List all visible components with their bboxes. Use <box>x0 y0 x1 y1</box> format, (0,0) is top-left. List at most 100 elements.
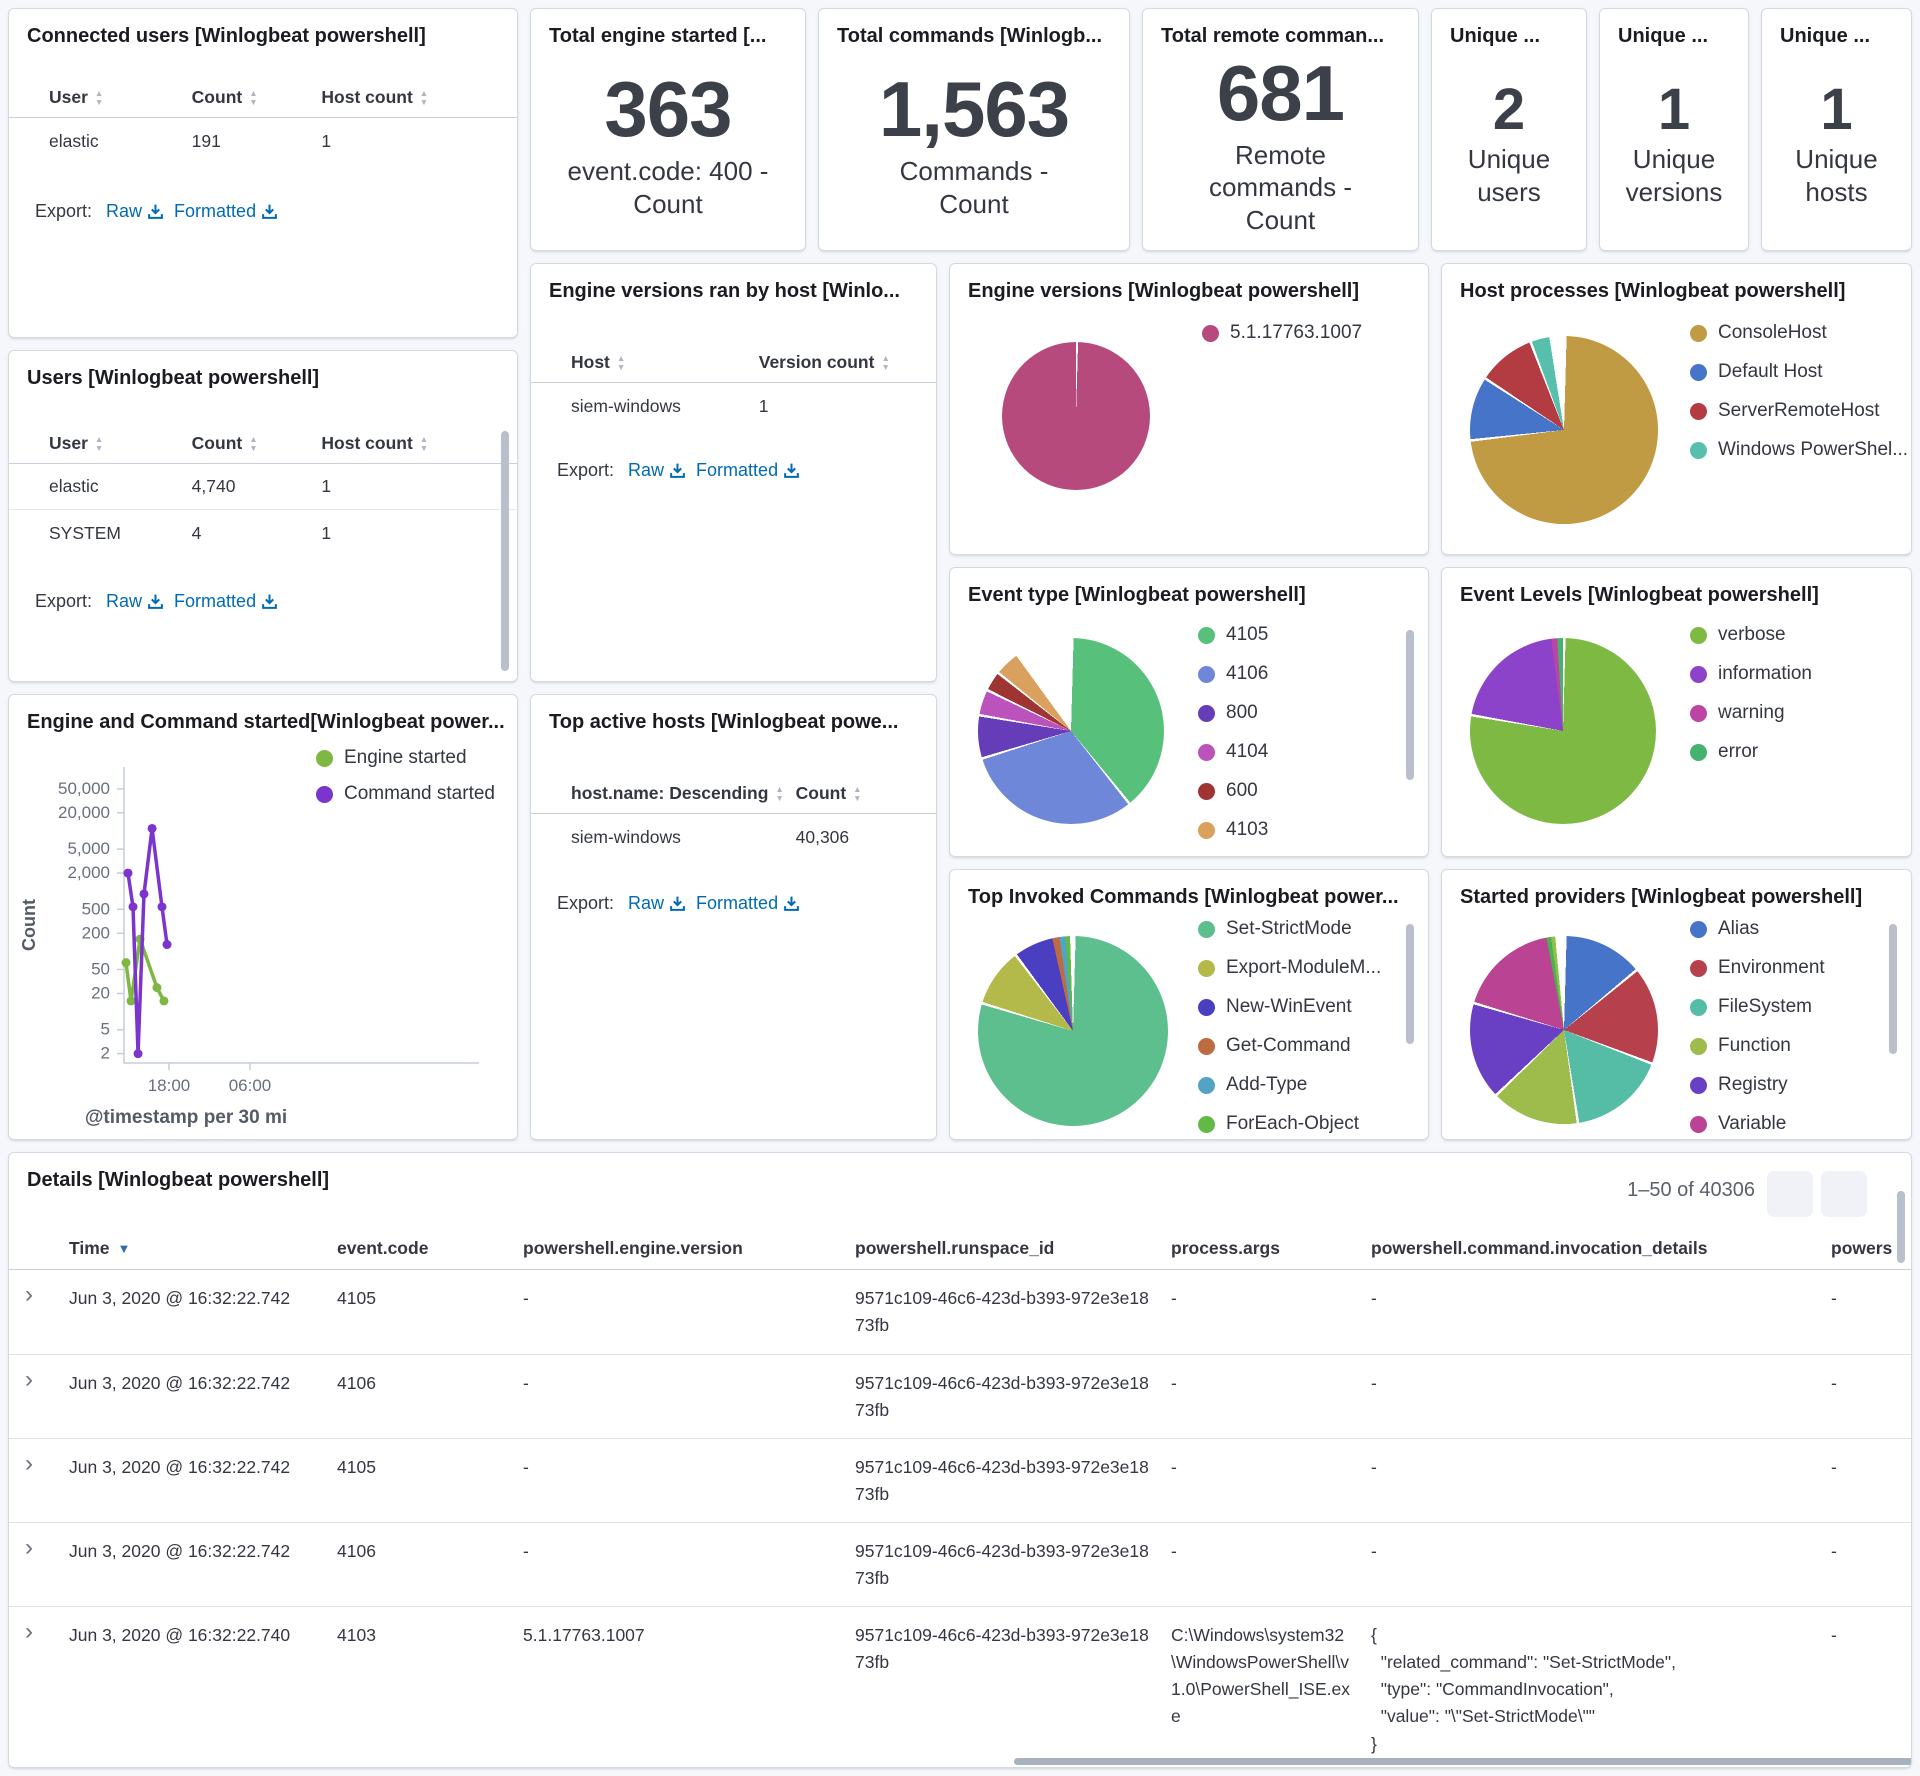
column-header[interactable]: powershell.command.invocation_details <box>1371 1238 1708 1258</box>
legend-item[interactable]: 4105 <box>1198 624 1268 646</box>
legend-item[interactable]: Windows PowerShel... <box>1690 439 1908 461</box>
legend-dot-icon <box>315 785 333 803</box>
legend-label: FileSystem <box>1718 996 1812 1017</box>
legend-item[interactable]: ServerRemoteHost <box>1690 400 1908 422</box>
legend-item[interactable]: Alias <box>1690 918 1825 940</box>
expand-row-icon[interactable]: › <box>25 1450 33 1477</box>
column-header[interactable]: Count ▲ ▼ <box>191 87 258 107</box>
export-raw-link[interactable]: Raw <box>106 591 164 612</box>
expand-row-icon[interactable]: › <box>25 1618 33 1645</box>
legend-label: 600 <box>1226 780 1258 801</box>
legend: Alias Environment FileSystem Function Regist… <box>1690 918 1825 1139</box>
legend-item[interactable]: Registry <box>1690 1074 1825 1096</box>
export-formatted-link[interactable]: Formatted <box>696 460 800 481</box>
column-header[interactable]: powershell.engine.version <box>523 1238 743 1258</box>
legend-item[interactable]: 4104 <box>1198 741 1268 763</box>
legend-item[interactable]: ConsoleHost <box>1690 322 1908 344</box>
column-header[interactable]: User ▲ ▼ <box>49 433 104 453</box>
export-raw-link[interactable]: Raw <box>628 893 686 914</box>
legend-item[interactable]: 4106 <box>1198 663 1268 685</box>
legend-dot-icon <box>1198 1115 1215 1133</box>
legend-dot-icon <box>1198 704 1215 722</box>
legend-item[interactable]: ForEach-Object <box>1198 1113 1381 1135</box>
panel-title: Engine and Command started[Winlogbeat po… <box>27 711 505 733</box>
details-cell-invocation: { "related_command": "Set-StrictMode", "… <box>1371 1625 1676 1754</box>
expand-row-icon[interactable]: › <box>25 1366 33 1393</box>
scrollbar-vertical[interactable] <box>1897 1191 1905 1263</box>
legend-item[interactable]: Command started <box>315 783 495 805</box>
scrollbar-horizontal[interactable] <box>1014 1758 1911 1765</box>
legend-item[interactable]: Set-StrictMode <box>1198 918 1381 940</box>
legend-scrollbar[interactable] <box>1406 924 1414 1044</box>
details-cell-code: 4103 <box>337 1625 376 1645</box>
legend-item[interactable]: Get-Command <box>1198 1035 1381 1057</box>
panel-host-processes: Host processes [Winlogbeat powershell] C… <box>1441 263 1912 555</box>
column-header[interactable]: process.args <box>1171 1238 1280 1258</box>
legend-item[interactable]: Default Host <box>1690 361 1908 383</box>
legend-item[interactable]: Environment <box>1690 957 1825 979</box>
export-formatted-link[interactable]: Formatted <box>174 591 278 612</box>
legend-scrollbar[interactable] <box>1889 924 1897 1054</box>
legend-item[interactable]: error <box>1690 741 1812 763</box>
legend-dot-icon <box>1198 626 1215 644</box>
legend-dot-icon <box>1690 920 1707 938</box>
legend-item[interactable]: 5.1.17763.1007 <box>1202 322 1362 344</box>
scrollbar-vertical[interactable] <box>501 431 509 671</box>
legend-dot-icon <box>1690 1076 1707 1094</box>
legend-item[interactable]: Variable <box>1690 1113 1825 1135</box>
column-header[interactable]: Version count ▲ ▼ <box>758 352 890 372</box>
legend-item[interactable]: 4103 <box>1198 819 1268 841</box>
legend-item[interactable]: New-WinEvent <box>1198 996 1381 1018</box>
column-header[interactable]: Host count ▲ ▼ <box>321 433 429 453</box>
column-header[interactable]: User ▲ ▼ <box>49 87 104 107</box>
column-header[interactable]: Count ▲ ▼ <box>191 433 258 453</box>
sort-icon: ▲ ▼ <box>775 783 784 803</box>
legend-label: Variable <box>1718 1113 1787 1134</box>
legend-item[interactable]: Function <box>1690 1035 1825 1057</box>
details-cell-time: Jun 3, 2020 @ 16:32:22.742 <box>69 1373 291 1393</box>
pagination-prev-button[interactable] <box>1767 1171 1813 1217</box>
legend-item[interactable]: 600 <box>1198 780 1268 802</box>
column-header[interactable]: Host count ▲ ▼ <box>321 87 429 107</box>
started-providers-pie-chart <box>1470 936 1658 1124</box>
pagination-next-button[interactable] <box>1821 1171 1867 1217</box>
legend-item[interactable]: verbose <box>1690 624 1812 646</box>
legend-item[interactable]: 800 <box>1198 702 1268 724</box>
export-label: Export: <box>35 591 93 611</box>
export-raw-link[interactable]: Raw <box>106 201 164 222</box>
panel-title: Event Levels [Winlogbeat powershell] <box>1460 584 1819 606</box>
table-cell: 1 <box>321 522 332 543</box>
legend-item[interactable]: Export-ModuleM... <box>1198 957 1381 979</box>
column-header[interactable]: Host ▲ ▼ <box>571 352 626 372</box>
legend-dot-icon <box>1690 441 1707 459</box>
legend-scrollbar[interactable] <box>1406 630 1414 780</box>
column-header[interactable]: Time ▼ <box>69 1238 131 1258</box>
legend-item[interactable]: FileSystem <box>1690 996 1825 1018</box>
column-header[interactable]: Count ▲ ▼ <box>795 783 862 803</box>
svg-text:@timestamp per 30 mi: @timestamp per 30 mi <box>85 1107 287 1128</box>
column-header[interactable]: powershell.runspace_id <box>855 1238 1055 1258</box>
export-formatted-link[interactable]: Formatted <box>174 201 278 222</box>
legend-item[interactable]: warning <box>1690 702 1812 724</box>
column-header[interactable]: host.name: Descending ▲ ▼ <box>571 783 784 803</box>
column-header[interactable]: powers <box>1831 1238 1893 1258</box>
details-cell-last: - <box>1831 1288 1837 1308</box>
legend-item[interactable]: information <box>1690 663 1812 685</box>
export-formatted-link[interactable]: Formatted <box>696 893 800 914</box>
details-cell-last: - <box>1831 1541 1837 1561</box>
column-header[interactable]: event.code <box>337 1238 429 1258</box>
details-cell-version: 5.1.17763.1007 <box>523 1625 645 1645</box>
expand-row-icon[interactable]: › <box>25 1534 33 1561</box>
expand-row-icon[interactable]: › <box>25 1281 33 1308</box>
export-label: Export: <box>557 893 615 913</box>
table-cell: 1 <box>758 395 769 416</box>
details-cell-code: 4105 <box>337 1288 376 1308</box>
details-row: › Jun 3, 2020 @ 16:32:22.740 4103 5.1.17763… <box>9 1606 1911 1758</box>
legend-label: Environment <box>1718 957 1825 978</box>
legend-dot-icon <box>1690 959 1707 977</box>
legend-item[interactable]: Add-Type <box>1198 1074 1381 1096</box>
legend-item[interactable]: Engine started <box>315 747 495 769</box>
metric-value: 1 <box>1657 77 1691 142</box>
details-cell-invocation: - <box>1371 1373 1377 1393</box>
export-raw-link[interactable]: Raw <box>628 460 686 481</box>
